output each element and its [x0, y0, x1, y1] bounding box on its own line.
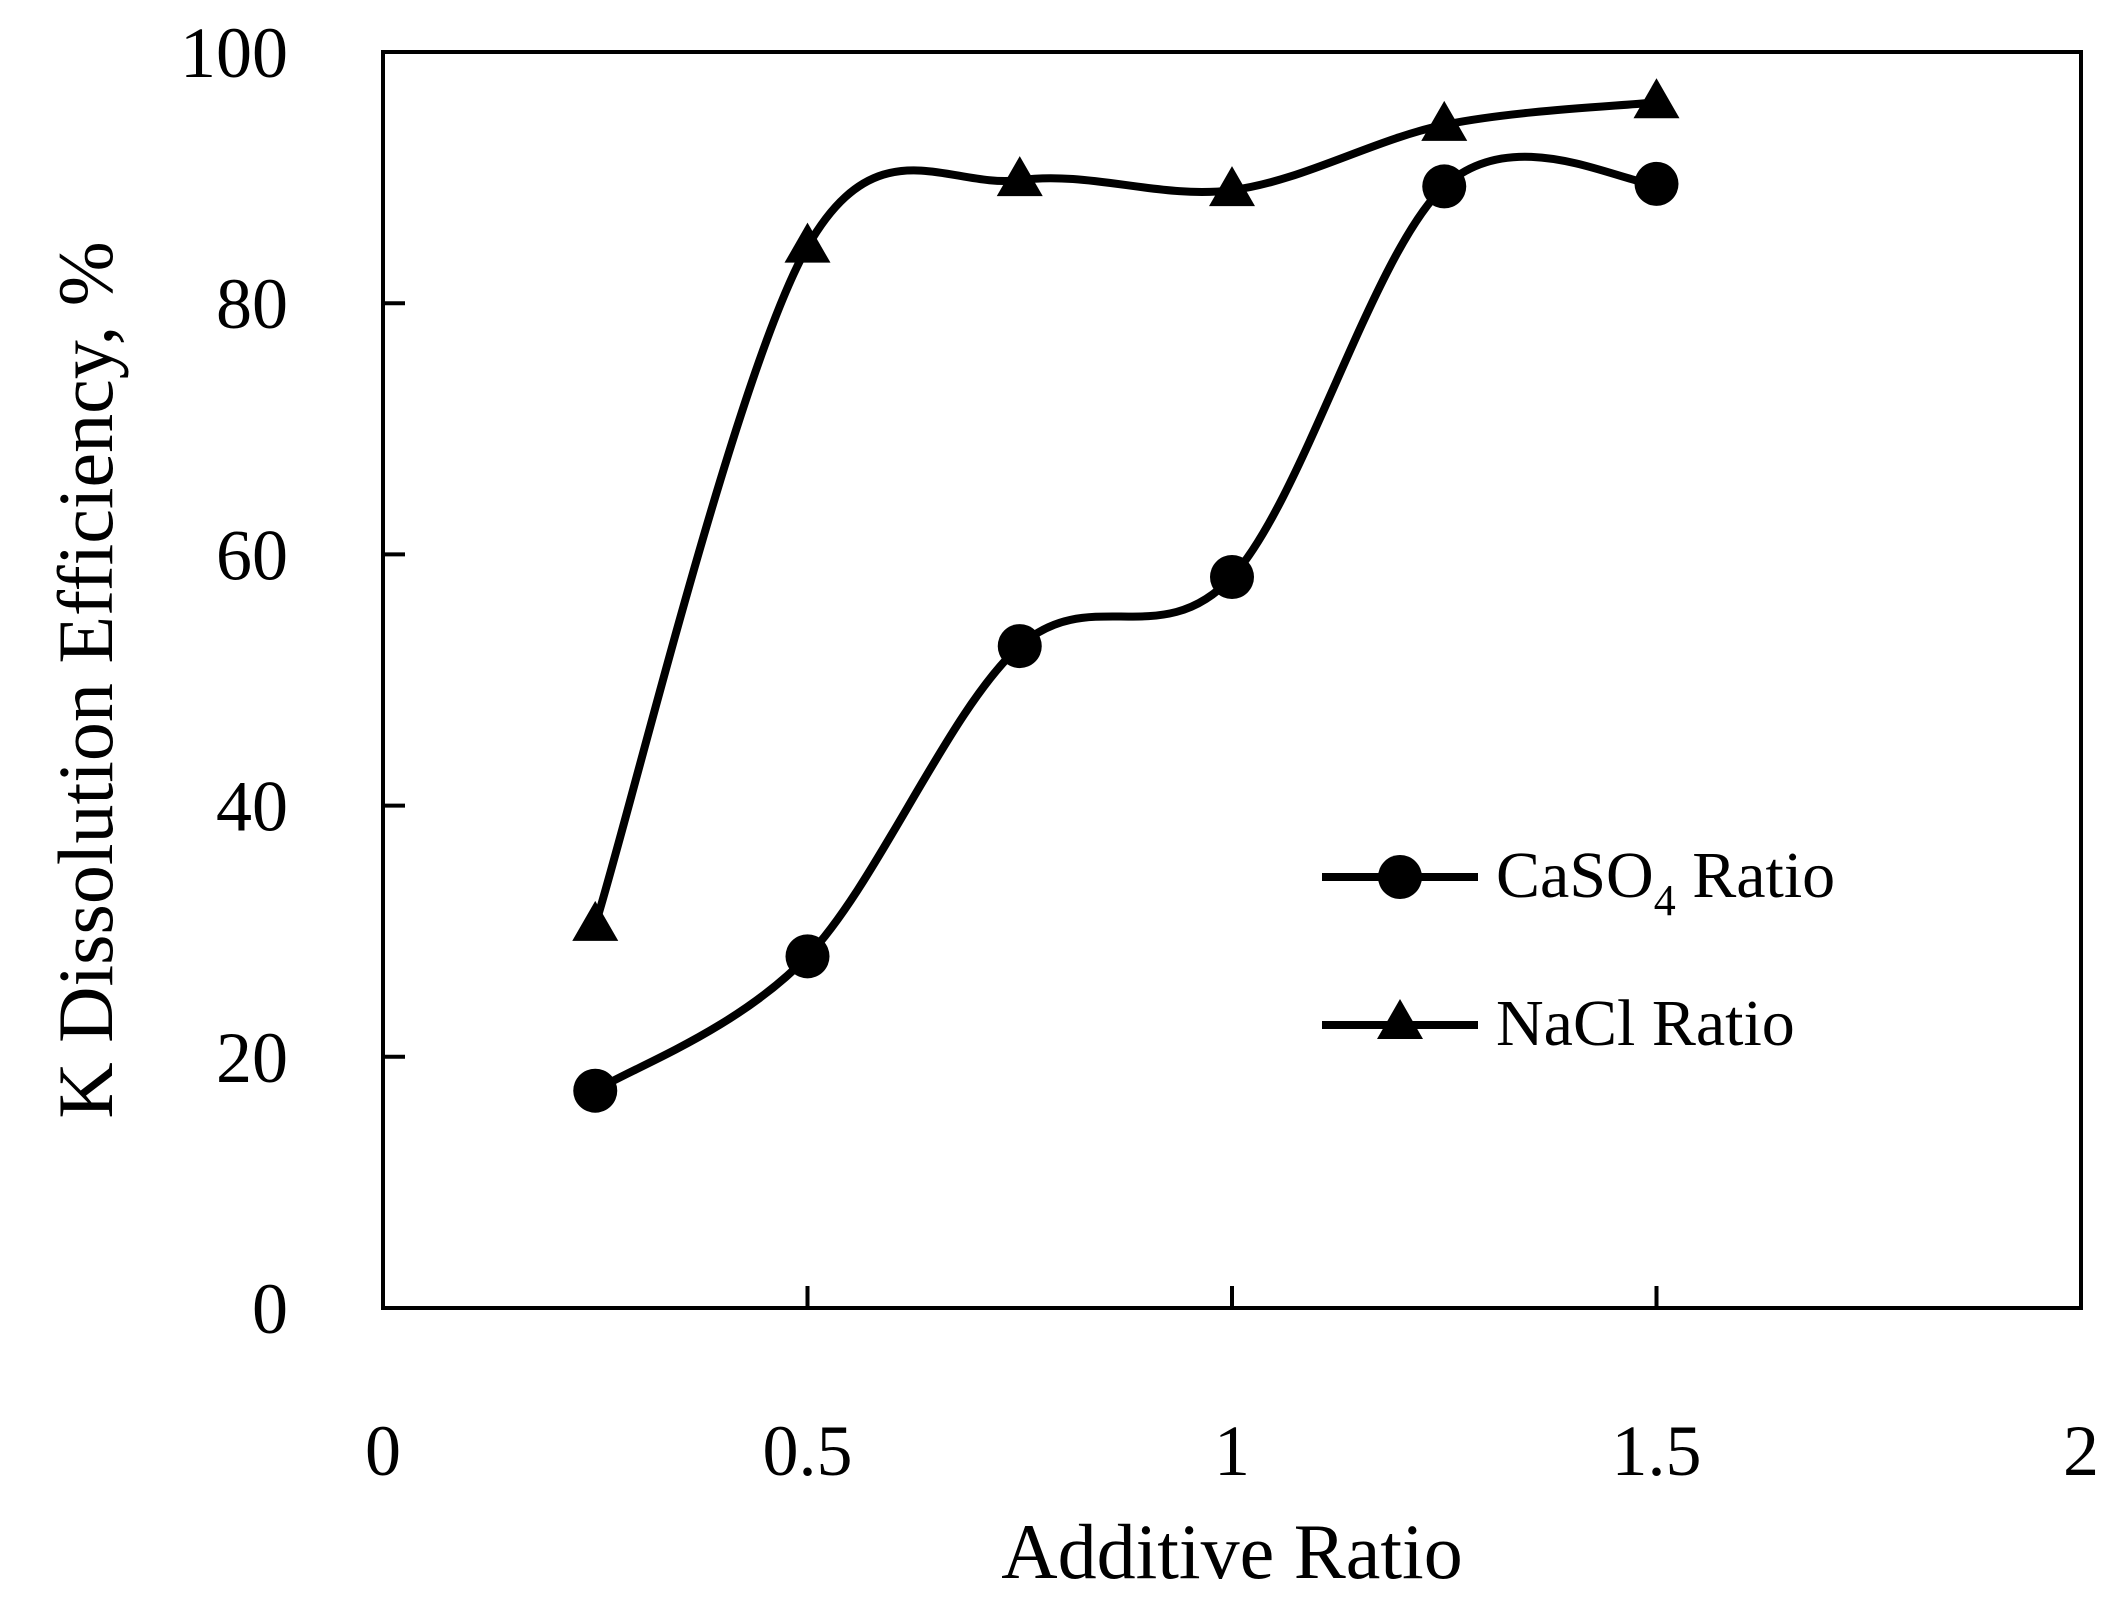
data-point-triangle [996, 156, 1043, 197]
data-point-circle [785, 934, 830, 979]
legend-marker-circle [1378, 855, 1422, 899]
y-tick-label: 60 [216, 515, 288, 595]
x-tick-label: 1 [1214, 1411, 1250, 1491]
legend: CaSO4 Ratio NaCl Ratio [1322, 839, 1835, 1060]
series-markers [572, 78, 1680, 1113]
plot-frame [381, 50, 2083, 1310]
series-line-0 [593, 152, 1657, 1095]
data-point-triangle [1421, 100, 1468, 141]
x-tick-label: 0.5 [763, 1411, 853, 1491]
data-point-circle [1210, 555, 1254, 600]
data-point-triangle [1633, 78, 1680, 119]
legend-label-caso4-main: CaSO [1496, 839, 1654, 912]
y-tick-label: 20 [216, 1018, 288, 1098]
legend-label-nacl: NaCl Ratio [1496, 987, 1795, 1060]
series-line-1 [591, 98, 1657, 927]
data-point-triangle [572, 900, 619, 941]
legend-entry-caso4: CaSO4 Ratio [1322, 839, 1835, 925]
y-tick-label: 40 [216, 767, 288, 847]
x-tick-label: 0 [365, 1411, 401, 1491]
x-axis-label: Additive Ratio [1001, 1508, 1462, 1595]
y-axis-label: K Dissolution Efficiency, % [42, 241, 129, 1118]
legend-label-caso4-rest: Ratio [1676, 839, 1836, 912]
data-point-triangle [1209, 166, 1255, 207]
data-point-circle [1634, 161, 1679, 206]
series-lines [591, 98, 1657, 1095]
x-tick-label: 2 [2063, 1411, 2099, 1491]
legend-marker-triangle [1377, 999, 1423, 1039]
y-tick-label: 0 [252, 1269, 288, 1349]
y-tick-label: 100 [180, 13, 288, 93]
legend-entry-nacl: NaCl Ratio [1322, 987, 1795, 1060]
data-point-circle [997, 624, 1042, 669]
legend-label-caso4-subscript: 4 [1654, 876, 1676, 925]
legend-label-caso4: CaSO4 Ratio [1496, 839, 1835, 925]
x-tick-label: 1.5 [1612, 1411, 1702, 1491]
data-point-triangle [784, 222, 831, 263]
data-point-circle [573, 1068, 618, 1113]
data-point-circle [1422, 164, 1467, 209]
y-tick-label: 80 [216, 264, 288, 344]
